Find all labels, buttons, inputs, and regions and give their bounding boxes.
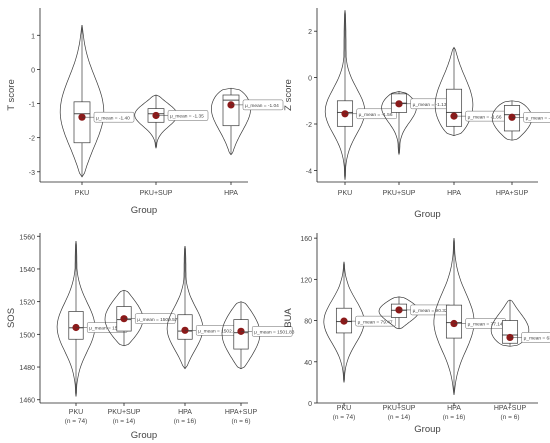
y-tick-label: 1520 (19, 300, 35, 307)
y-tick-label: -4 (306, 168, 312, 175)
mean-label: μ_mean = 90.32 (413, 308, 448, 314)
mean-label: μ_mean = -1.66 (468, 114, 502, 120)
x-tick-sublabel: (n = 6) (501, 414, 520, 421)
y-tick-label: -1 (29, 102, 35, 109)
violin-outline (381, 91, 417, 156)
y-tick-label: 1480 (19, 365, 35, 372)
violin-outline (323, 261, 365, 383)
y-tick-label: 1 (31, 33, 35, 40)
panel-3: 1460 1480 1500 1520 1540 1560 SOS Group PKU (n = … (6, 233, 295, 441)
x-tick-label: HPA+SUP (496, 190, 529, 197)
mean-label-box (242, 99, 284, 111)
mean-label-box (93, 111, 135, 123)
mean-label: μ_mean = 1502.47 (198, 329, 239, 335)
y-tick-label: 160 (300, 236, 312, 243)
y-tick-label: 0 (308, 76, 312, 83)
violin-outline (324, 10, 366, 180)
mean-label-box (167, 110, 209, 121)
iqr-box (222, 94, 240, 127)
y-tick-label: 2 (308, 29, 312, 36)
x-axis-title: Group (414, 209, 440, 220)
x-tick-sublabel: (n = 16) (174, 418, 197, 425)
y-tick-label: 0 (308, 401, 312, 408)
x-axis-title: Group (131, 430, 157, 441)
y-tick-label: 1500 (19, 332, 35, 339)
y-tick-label: 0 (31, 67, 35, 74)
x-tick-sublabel: (n = 74) (65, 418, 88, 425)
x-tick-sublabel: (n = 6) (232, 418, 251, 425)
y-tick-label: 80 (304, 319, 312, 326)
panel-2: -4 -2 0 2 Z score Group PKU PKU+SUP HPA HPA+SUP μ_… (283, 8, 550, 220)
panel-1: -3 -2 -1 0 1 T score Group PKU PKU+SUP HPA μ_mean … (6, 8, 284, 216)
x-tick-label: HPA+SUP (225, 409, 258, 416)
x-tick-label: PKU+SUP (383, 190, 416, 197)
mean-label: μ_mean = 63.64 (524, 336, 550, 342)
y-axis-title: Z score (283, 79, 294, 111)
x-axis-title: Group (414, 424, 440, 435)
x-tick-label: PKU (338, 190, 352, 197)
mean-label: μ_mean = -1.40 (96, 115, 130, 121)
mean-label-box (355, 315, 396, 327)
x-tick-label: HPA (447, 190, 461, 197)
mean-label-box (251, 326, 293, 337)
mean-label: μ_mean = -1.35 (170, 114, 204, 120)
mean-label-box (356, 108, 397, 120)
x-tick-label: PKU (75, 190, 89, 197)
mean-label: μ_mean = -1.71 (526, 115, 550, 121)
x-tick-sublabel: (n = 14) (388, 414, 411, 421)
mean-label: μ_mean = 1509.57 (137, 317, 178, 323)
x-tick-label: PKU (69, 409, 83, 416)
x-tick-label: HPA (447, 405, 461, 412)
mean-label-box (134, 313, 176, 324)
x-tick-sublabel: (n = 74) (333, 414, 356, 421)
panel-4: 0 40 80 120 160 BUA Group PKU (n = 74) PKU+SUP (n … (283, 233, 550, 435)
iqr-box (445, 88, 463, 127)
y-tick-label: -2 (306, 122, 312, 129)
mean-label: μ_mean = 1501.83 (254, 330, 295, 336)
mean-label: μ_mean = -1.13 (413, 102, 447, 108)
y-tick-label: -3 (29, 170, 35, 177)
x-tick-label: PKU+SUP (108, 409, 141, 416)
iqr-box (73, 101, 91, 144)
y-tick-label: 40 (304, 360, 312, 367)
y-tick-label: 120 (300, 277, 312, 284)
mean-label: μ_mean = 77.14 (468, 322, 503, 328)
mean-label-box (521, 332, 550, 343)
x-tick-label: HPA+SUP (494, 405, 527, 412)
y-tick-label: 1540 (19, 267, 35, 274)
x-tick-label: PKU (337, 405, 351, 412)
y-tick-label: 1560 (19, 234, 35, 241)
violin-outline (434, 46, 474, 136)
y-tick-label: 1460 (19, 398, 35, 405)
y-axis-title: T score (6, 79, 17, 111)
mean-label: μ_mean = -1.04 (245, 103, 279, 109)
x-tick-label: HPA (178, 409, 192, 416)
y-axis-title: BUA (283, 308, 294, 328)
x-axis-title: Group (131, 205, 157, 216)
x-tick-label: PKU+SUP (140, 190, 173, 197)
y-axis-title: SOS (6, 308, 17, 328)
mean-label-box (523, 112, 550, 123)
x-tick-label: PKU+SUP (383, 405, 416, 412)
x-tick-sublabel: (n = 16) (443, 414, 466, 421)
mean-label: μ_mean = 1504.18 (89, 326, 130, 332)
violin-outline (104, 289, 144, 347)
mean-label: μ_mean = 79.47 (358, 319, 393, 325)
mean-label: μ_mean = -1.56 (359, 112, 393, 118)
y-tick-label: -2 (29, 136, 35, 143)
x-tick-sublabel: (n = 14) (113, 418, 136, 425)
x-tick-label: HPA (224, 190, 238, 197)
